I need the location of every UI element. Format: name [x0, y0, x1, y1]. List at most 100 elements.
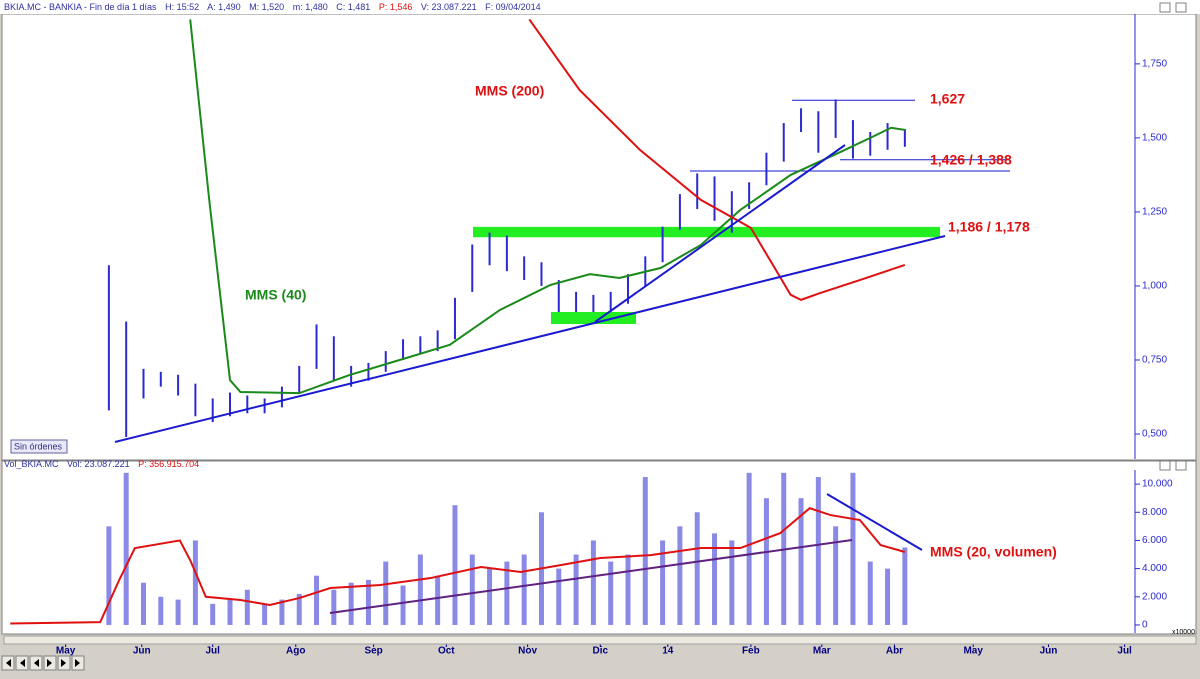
x-tick-label: Nov: [518, 646, 537, 657]
trend-line: [594, 144, 846, 323]
header-field: V: 23.087.221: [421, 2, 477, 12]
volume-bar: [417, 554, 423, 625]
volume-bar: [763, 498, 769, 625]
volume-bar: [746, 472, 752, 625]
volume-bar: [383, 561, 389, 625]
panel-control[interactable]: [1159, 2, 1171, 13]
volume-bar: [660, 540, 666, 625]
y-tick-label: 1,250: [1142, 207, 1167, 218]
volume-bar: [867, 561, 873, 625]
level-label: 1,627: [930, 91, 965, 107]
x-tick-label: May: [963, 646, 983, 657]
scroll-bar[interactable]: [3, 635, 1197, 645]
volume-bar: [262, 603, 268, 625]
volume-bar: [192, 540, 198, 625]
volume-bar: [469, 554, 475, 625]
resistance-zone: [473, 226, 940, 238]
trend-line: [114, 235, 946, 443]
panel-control[interactable]: [1159, 460, 1171, 471]
volume-trend-line: [826, 493, 923, 551]
y-tick-label: 6.000: [1142, 535, 1167, 546]
y-tick-label: 0: [1142, 620, 1148, 631]
moving-average: [528, 18, 906, 301]
x-tick-label: Feb: [742, 646, 760, 657]
x-tick-label: Sep: [364, 646, 382, 657]
volume-bar: [296, 593, 302, 625]
volume-bar: [348, 582, 354, 625]
moving-average: [10, 507, 906, 625]
header-field: F: 09/04/2014: [485, 2, 541, 12]
header-field: m: 1,480: [293, 2, 328, 12]
volume-bar: [642, 477, 648, 625]
y-tick-label: 1,750: [1142, 59, 1167, 70]
y-tick-label: 1,000: [1142, 281, 1167, 292]
header-field: M: 1,520: [249, 2, 284, 12]
x-tick-label: Mar: [813, 646, 831, 657]
volume-bar: [435, 575, 441, 625]
volume-bar: [521, 554, 527, 625]
volume-bar: [694, 512, 700, 625]
panel-control[interactable]: [1175, 2, 1187, 13]
volume-trend-line: [329, 539, 853, 614]
volume-bar: [885, 568, 891, 625]
volume-bar: [175, 599, 181, 625]
nav-buttons: [1, 655, 85, 671]
header-text: BKIA.MC - BANKIA - Fin de día 1 días H: …: [4, 2, 541, 12]
orders-button[interactable]: [10, 439, 68, 454]
y-tick-label: 0,750: [1142, 355, 1167, 366]
volume-bar: [279, 599, 285, 625]
volume-bar: [556, 568, 562, 625]
volume-bar: [158, 596, 164, 625]
volume-header-field: Vol_BKIA.MC: [4, 459, 59, 469]
series-label: MMS (40): [245, 287, 306, 303]
x-tick-label: Jun: [133, 646, 151, 657]
volume-bar: [227, 599, 233, 625]
moving-average: [189, 19, 906, 395]
volume-bar: [244, 589, 250, 625]
header-field: C: 1,481: [336, 2, 370, 12]
volume-bar: [331, 589, 337, 625]
x-tick-label: Dic: [593, 646, 609, 657]
x-tick-label: Abr: [886, 646, 903, 657]
x-tick-label: Jul: [1117, 646, 1132, 657]
marks: 0,500 0,750 1,000 1,250 1,500 1,750 1,627 1,426…: [10, 18, 1195, 657]
volume-bar: [833, 526, 839, 625]
nav-arrows: [6, 659, 80, 667]
volume-bar: [140, 582, 146, 625]
header-field: H: 15:52: [165, 2, 199, 12]
support-zone: [551, 312, 636, 324]
volume-bar: [590, 540, 596, 625]
volume-bar: [123, 472, 129, 625]
volume-bar: [729, 540, 735, 625]
volume-bar: [815, 477, 821, 625]
series-label: MMS (20, volumen): [930, 544, 1057, 560]
panel-control[interactable]: [1175, 460, 1187, 471]
volume-bar: [106, 526, 112, 625]
volume-bar: [365, 579, 371, 625]
y-unit: x10000: [1172, 629, 1195, 636]
volume-bar: [677, 526, 683, 625]
volume-bar: [210, 603, 216, 625]
y-tick-label: 0,500: [1142, 429, 1167, 440]
header-field: A: 1,490: [207, 2, 241, 12]
volume-header: Vol_BKIA.MC Vol: 23.087.221 P: 356.915.7…: [4, 459, 199, 469]
volume-bar: [608, 561, 614, 625]
volume-panel: [1, 460, 1197, 635]
y-tick-label: 4.000: [1142, 563, 1167, 574]
volume-bar: [314, 575, 320, 625]
volume-bar: [504, 561, 510, 625]
volume-bar: [902, 547, 908, 625]
volume-bar: [573, 554, 579, 625]
volume-bar: [452, 505, 458, 625]
level-label: 1,186 / 1,178: [948, 219, 1030, 235]
x-tick-label: Ago: [286, 646, 305, 657]
x-tick-label: Oct: [438, 646, 455, 657]
volume-bar: [625, 554, 631, 625]
orders-button-label: Sin órdenes: [14, 441, 63, 451]
x-tick-label: May: [56, 646, 76, 657]
series-label: MMS (200): [475, 83, 544, 99]
x-tick-label: 14: [662, 646, 674, 657]
volume-header-field: P: 356.915.704: [138, 459, 199, 469]
